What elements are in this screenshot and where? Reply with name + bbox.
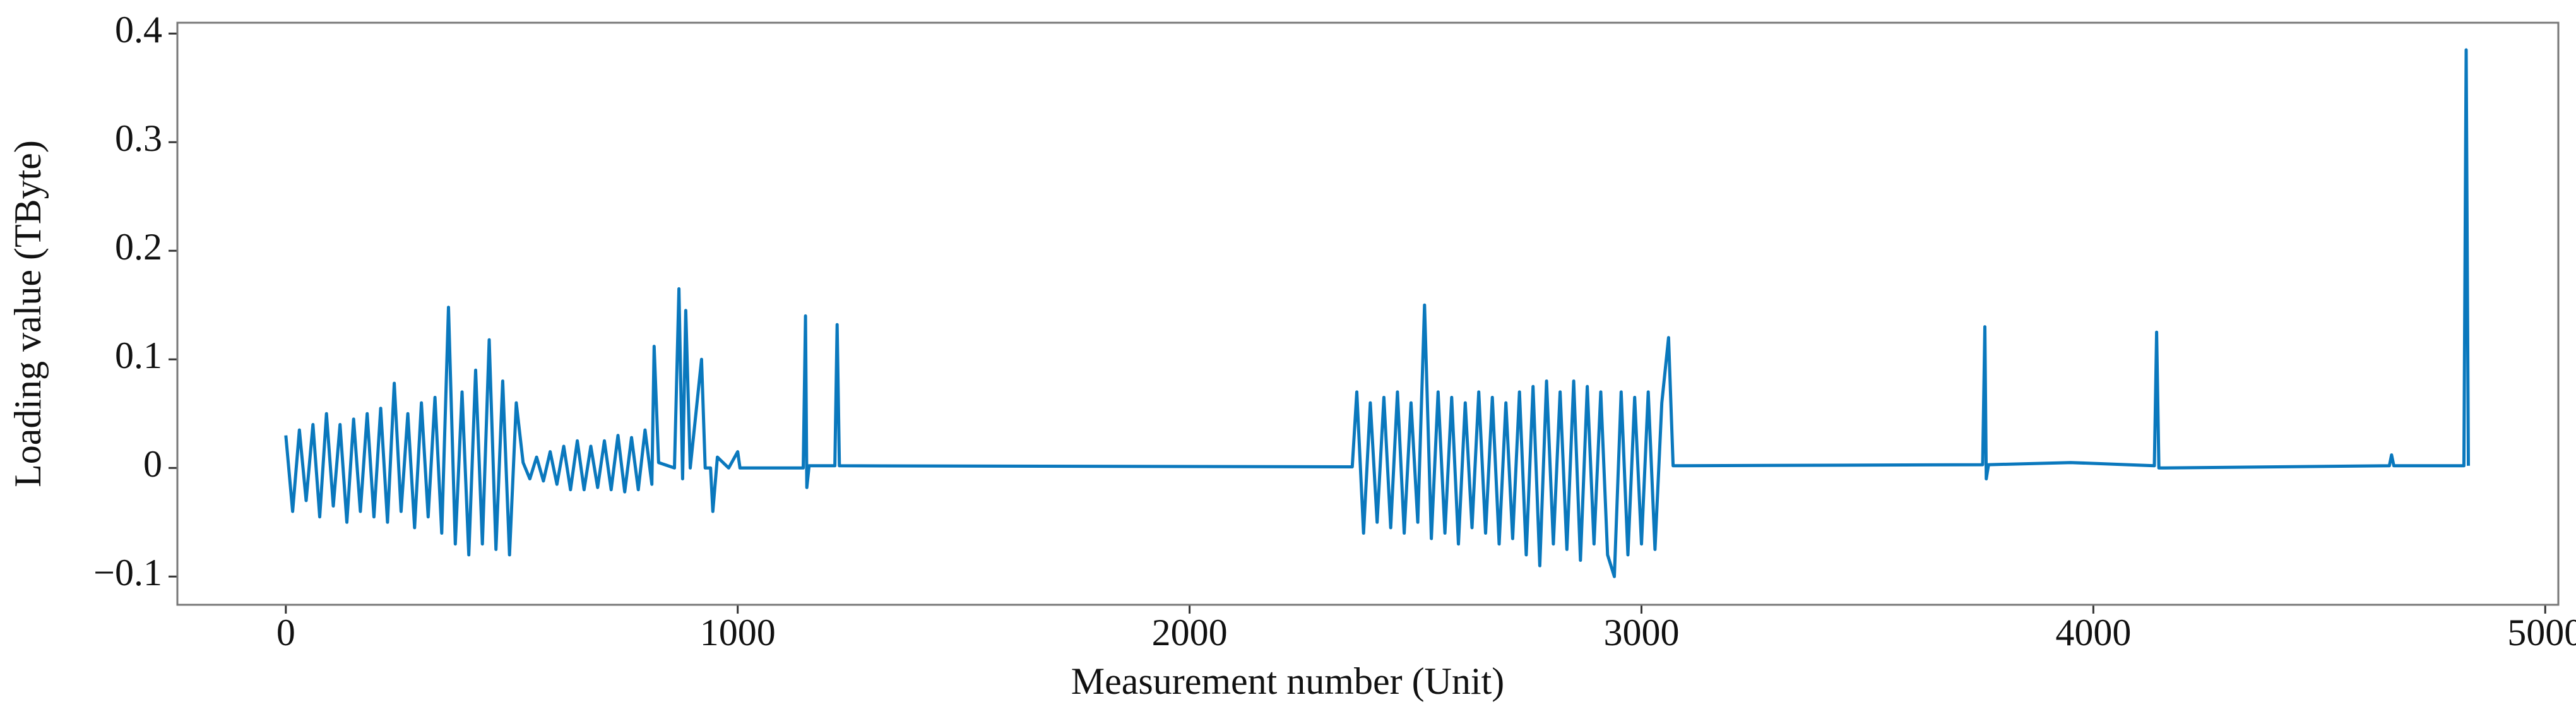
y-tick-label: 0	[143, 443, 162, 485]
y-tick-label: 0.2	[115, 226, 162, 268]
data-line	[284, 48, 2470, 578]
x-tick-label: 2000	[1152, 612, 1228, 653]
y-axis-title: Loading value (TByte)	[7, 140, 49, 487]
plot-frame	[176, 21, 2560, 606]
y-tick-label: −0.1	[93, 552, 162, 593]
x-tick-label: 5000	[2507, 612, 2576, 653]
y-tick-label: 0.4	[115, 9, 162, 51]
x-tick-label: 3000	[1603, 612, 1679, 653]
x-tick-label: 4000	[2055, 612, 2131, 653]
x-tick-label: 0	[276, 612, 295, 653]
y-tick-label: 0.3	[115, 117, 162, 159]
x-tick-label: 1000	[700, 612, 776, 653]
y-tick-label: 0.1	[115, 335, 162, 376]
x-axis-title: Measurement number (Unit)	[1071, 660, 1504, 702]
